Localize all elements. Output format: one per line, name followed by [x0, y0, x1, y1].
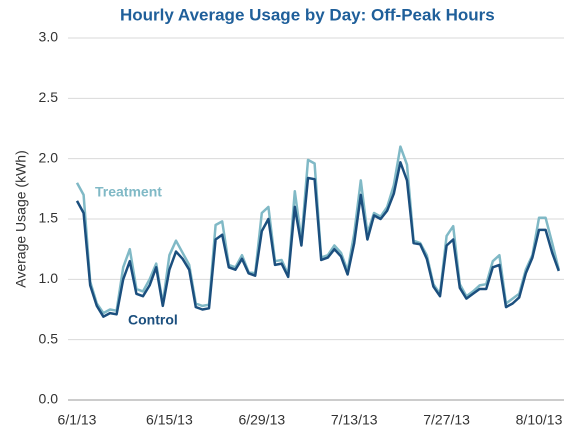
- x-tick-label: 8/10/13: [516, 412, 563, 428]
- series-label: Control: [128, 312, 178, 328]
- x-tick-label: 7/27/13: [423, 412, 470, 428]
- x-tick-label: 6/15/13: [146, 412, 193, 428]
- x-tick-label: 7/13/13: [331, 412, 378, 428]
- series-line: [75, 161, 560, 318]
- y-axis-label: Average Usage (kWh): [13, 150, 29, 287]
- y-tick-label: 2.5: [39, 89, 59, 105]
- y-tick-label: 1.5: [39, 210, 59, 226]
- chart-title: Hourly Average Usage by Day: Off-Peak Ho…: [120, 5, 495, 24]
- y-tick-label: 2.0: [39, 149, 59, 165]
- y-tick-label: 0.5: [39, 330, 59, 346]
- series-label: Treatment: [95, 184, 162, 200]
- x-tick-label: 6/1/13: [58, 412, 97, 428]
- x-tick-label: 6/29/13: [238, 412, 285, 428]
- y-tick-label: 0.0: [39, 391, 59, 407]
- y-tick-label: 3.0: [39, 29, 59, 45]
- y-tick-label: 1.0: [39, 270, 59, 286]
